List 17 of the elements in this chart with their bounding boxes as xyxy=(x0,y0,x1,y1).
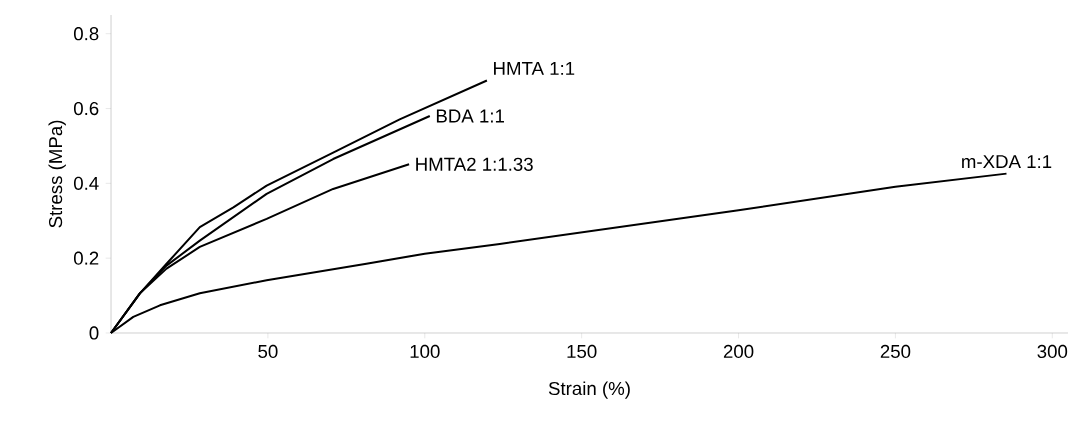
x-tick-label: 50 xyxy=(258,344,278,359)
y-tick-label: 0.2 xyxy=(73,251,99,265)
x-tick-label: 300 xyxy=(1037,344,1068,359)
series-label: BDA 1:1 xyxy=(436,109,504,123)
series-label: HMTA 1:1 xyxy=(494,62,575,75)
y-tick-label: 0.6 xyxy=(73,101,99,116)
y-tick-label: 0.8 xyxy=(73,27,99,41)
x-tick-label: 250 xyxy=(880,344,911,359)
y-tick-label: 0 xyxy=(89,326,99,340)
x-tick-label: 200 xyxy=(723,344,754,359)
x-axis-title: Strain (%) xyxy=(548,381,630,399)
x-tick-label: 150 xyxy=(567,344,597,359)
y-tick-label: 0.4 xyxy=(73,176,99,190)
series-label: HMTA2 1:1.33 xyxy=(416,157,533,171)
y-axis-title: Stress (MPa) xyxy=(48,120,66,228)
series-label: m-XDA 1:1 xyxy=(962,155,1052,169)
x-tick-label: 100 xyxy=(410,344,440,359)
